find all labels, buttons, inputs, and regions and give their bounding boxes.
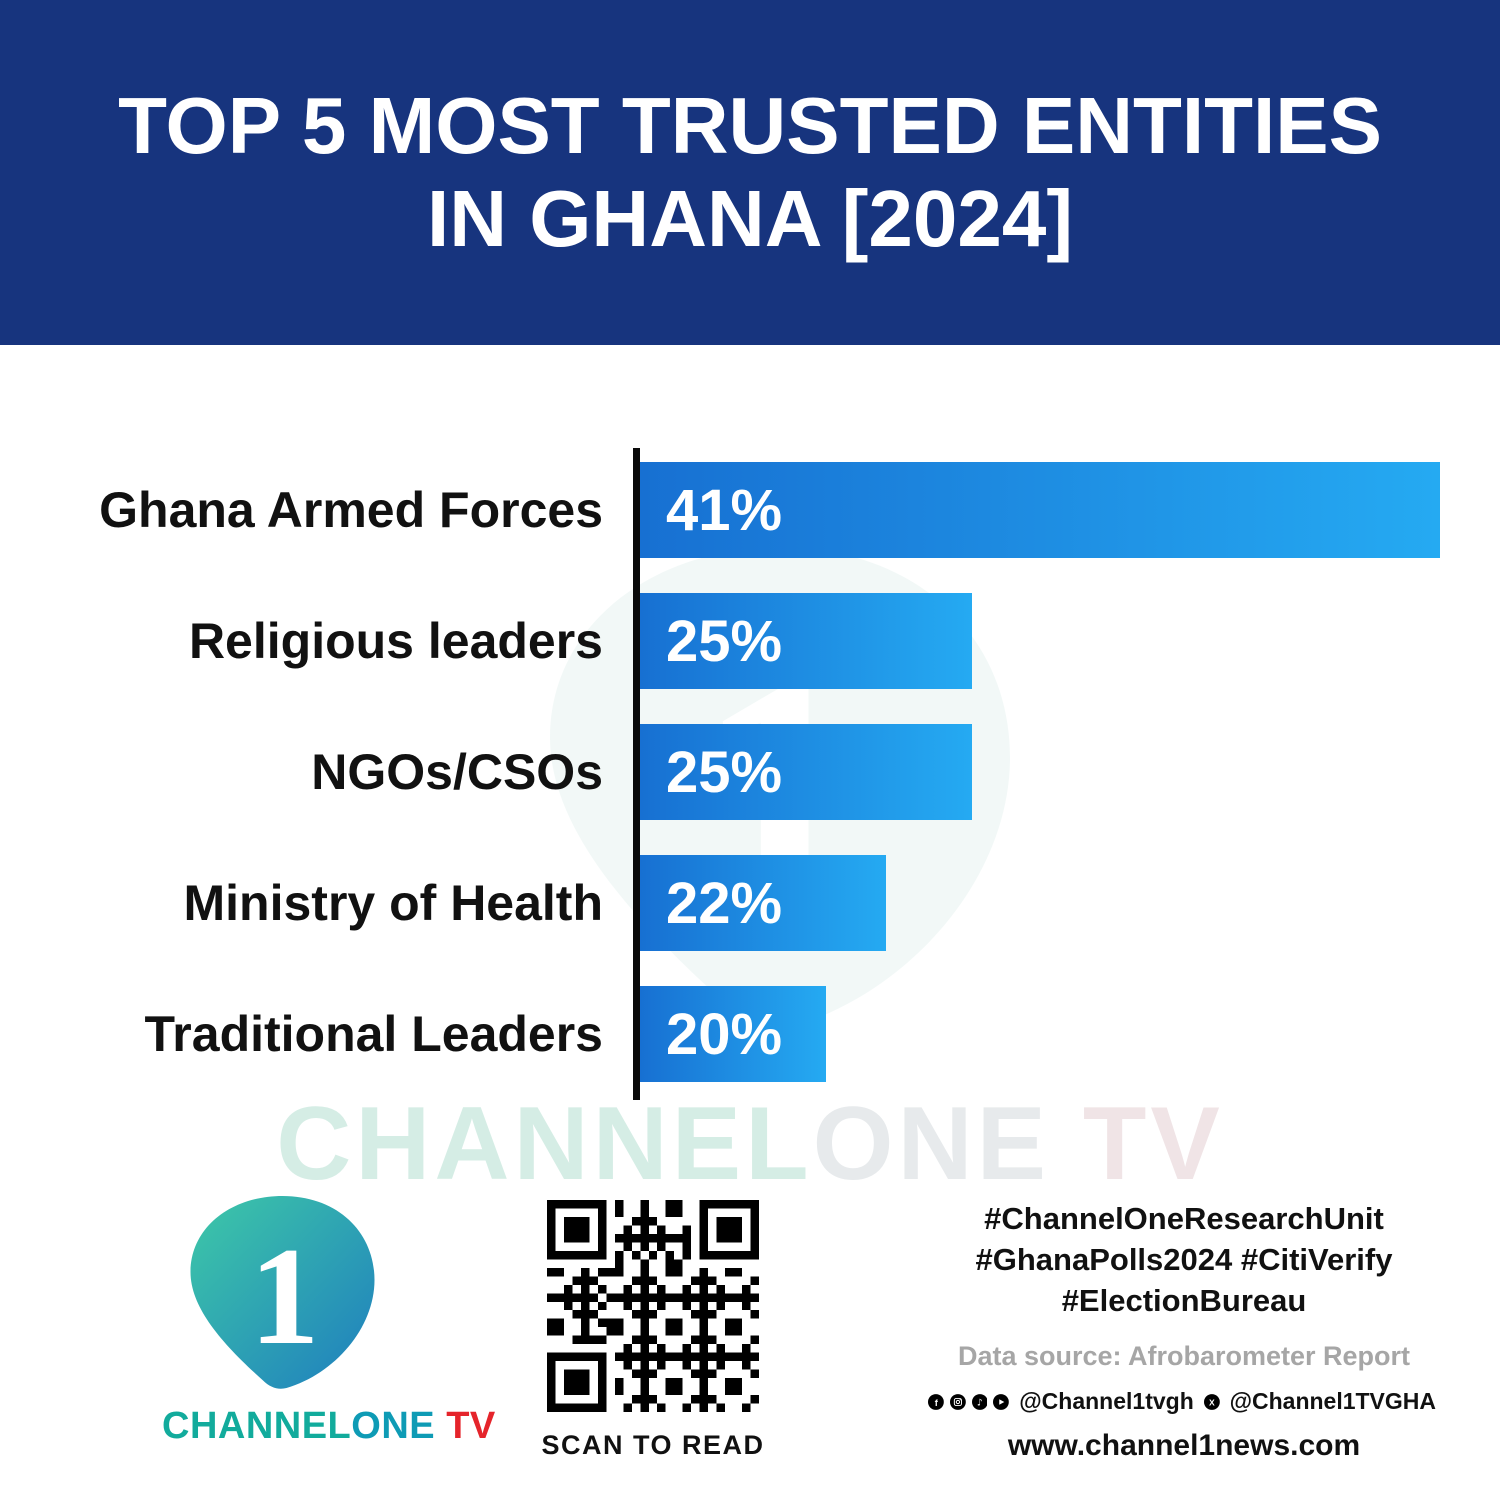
data-source-text: Data source: Afrobarometer Report: [957, 1341, 1411, 1371]
header-banner: TOP 5 MOST TRUSTED ENTITIES IN GHANA [20…: [0, 0, 1500, 345]
bar-traditional-leaders: 20%: [640, 986, 826, 1082]
channel-one-logo-icon: 1: [190, 1196, 374, 1389]
social-handle-2: @Channel1TVGHA: [1229, 1388, 1437, 1414]
channel-one-logo: 1 CHANNELONE TV: [162, 1188, 495, 1448]
watermark-text: CHANNELONE TV: [0, 1085, 1500, 1204]
watermark-part3: TV: [1050, 1086, 1224, 1202]
bar-label-ghana-armed-forces: Ghana Armed Forces: [99, 482, 603, 538]
hashtag-line-2: #GhanaPolls2024 #CitiVerify: [975, 1242, 1393, 1277]
bar-value-ministry-of-health: 22%: [666, 870, 783, 936]
hashtag-line-3: #ElectionBureau: [1061, 1283, 1307, 1318]
watermark-part1: CHANNEL: [276, 1086, 813, 1202]
bar-value-traditional-leaders: 20%: [666, 1001, 783, 1067]
bar-label-ministry-of-health: Ministry of Health: [183, 875, 603, 931]
youtube-icon: [993, 1393, 1010, 1410]
qr-caption: SCAN TO READ: [541, 1430, 765, 1460]
svg-text:♪: ♪: [977, 1397, 983, 1408]
page-title-line2: IN GHANA [2024]: [426, 173, 1074, 263]
social-handle-1: @Channel1tvgh: [1019, 1388, 1194, 1414]
x-twitter-icon: X: [1203, 1393, 1220, 1410]
watermark-part2: ONE: [812, 1086, 1050, 1202]
bar-ministry-of-health: 22%: [640, 855, 886, 951]
facebook-icon: f: [928, 1393, 944, 1410]
svg-text:f: f: [935, 1397, 939, 1407]
logo-text-part2: ONE: [351, 1405, 436, 1447]
social-row: f ♪ @Channel1tvgh X @Channel1TVGHA: [928, 1388, 1440, 1415]
bar-religious-leaders: 25%: [640, 593, 972, 689]
bar-value-ghana-armed-forces: 41%: [666, 477, 783, 543]
hashtag-line-1: #ChannelOneResearchUnit: [984, 1201, 1384, 1236]
bar-ghana-armed-forces: 41%: [640, 462, 1440, 558]
logo-digit: 1: [249, 1219, 319, 1374]
bar-ngos-csos: 25%: [640, 724, 972, 820]
website-url: www.channel1news.com: [1007, 1429, 1361, 1462]
logo-text-part1: CHANNEL: [162, 1405, 352, 1447]
tiktok-icon: ♪: [971, 1393, 988, 1410]
footer-info-column: #ChannelOneResearchUnit #GhanaPolls2024 …: [928, 1198, 1440, 1463]
chart-axis-line: [633, 448, 640, 1100]
logo-text-part3: TV: [435, 1405, 496, 1447]
bar-label-ngos-csos: NGOs/CSOs: [311, 744, 603, 800]
instagram-icon: [949, 1393, 966, 1410]
bar-label-traditional-leaders: Traditional Leaders: [144, 1006, 603, 1062]
channel-one-logo-text: CHANNELONE TV: [162, 1405, 495, 1448]
page-title-line1: TOP 5 MOST TRUSTED ENTITIES: [118, 80, 1382, 170]
bar-value-religious-leaders: 25%: [666, 608, 783, 674]
bar-label-religious-leaders: Religious leaders: [188, 613, 603, 669]
svg-text:X: X: [1209, 1397, 1215, 1407]
bar-value-ngos-csos: 25%: [666, 739, 783, 805]
qr-code: [547, 1200, 759, 1412]
